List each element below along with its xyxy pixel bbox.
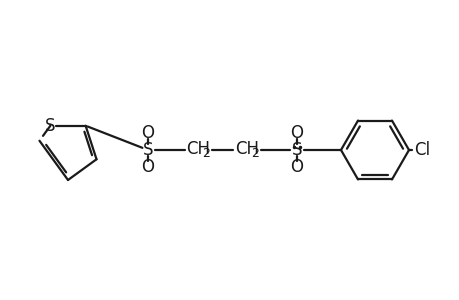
Text: 2: 2 bbox=[251, 146, 259, 160]
Text: CH: CH bbox=[185, 140, 210, 158]
Text: O: O bbox=[290, 124, 303, 142]
Text: S: S bbox=[142, 141, 153, 159]
Text: CH: CH bbox=[235, 140, 258, 158]
Text: O: O bbox=[141, 158, 154, 176]
Text: O: O bbox=[141, 124, 154, 142]
Text: O: O bbox=[290, 158, 303, 176]
Text: Cl: Cl bbox=[413, 141, 429, 159]
Text: S: S bbox=[291, 141, 302, 159]
Text: 2: 2 bbox=[202, 146, 210, 160]
Text: S: S bbox=[45, 117, 56, 135]
